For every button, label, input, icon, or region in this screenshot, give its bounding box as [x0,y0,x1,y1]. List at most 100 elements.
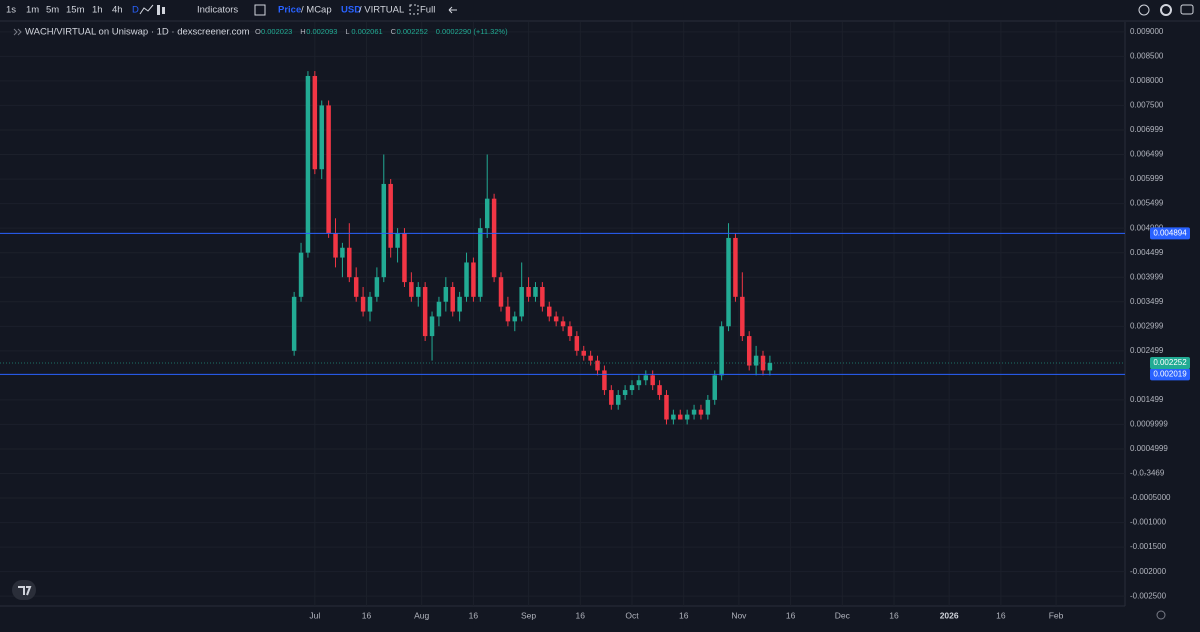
candle-body [443,287,449,302]
quote-toggle[interactable]: / VIRTUAL [359,5,404,16]
x-tick-label: 16 [679,610,689,620]
candle-body [471,262,476,297]
candle-body [719,326,724,376]
usd-toggle[interactable]: USD [341,5,361,16]
candle-body [726,237,731,327]
candle-body [464,262,469,297]
y-tick-label: 0.001499 [1130,395,1164,404]
candle-body [526,287,531,297]
x-tick-label: Dec [835,610,851,620]
legend-value: 0.0002290 (+11.32%) [436,27,508,36]
legend-value: 0.002093 [306,27,337,36]
interval-button[interactable]: 4h [112,5,123,16]
y-tick-label: -0.0₇3469 [1130,469,1165,478]
y-tick-label: 0.0004999 [1130,444,1168,453]
y-tick-label: 0.005499 [1130,199,1164,208]
grid [0,22,1125,606]
candle-body [436,301,442,317]
candle-icon[interactable] [157,5,160,15]
candle-body [636,380,642,386]
candle-body [360,296,366,312]
candle-body [505,306,511,322]
candle-body [298,252,304,297]
candle-body [753,355,759,366]
candle-body [684,414,690,420]
mcap-toggle[interactable]: / MCap [301,5,332,16]
y-tick-label: -0.002500 [1130,591,1167,600]
candle-body [574,336,580,351]
interval-button[interactable]: 1s [6,5,16,16]
y-tick-label: 0.003999 [1130,272,1164,281]
legend-value: 0.002023 [261,27,292,36]
chart-type-icon[interactable] [139,4,154,15]
legend-key: H [300,27,305,36]
full-icon[interactable] [409,4,419,15]
y-tick-label: 0.008500 [1130,51,1164,60]
x-tick-label: Feb [1049,610,1064,620]
fullscreen-button[interactable]: Full [420,5,435,16]
candle-body [319,105,324,170]
candle-body [478,228,483,297]
x-tick-label: 16 [469,610,479,620]
y-tick-label: -0.0005000 [1130,493,1171,502]
interval-button[interactable]: 15m [66,5,85,16]
candle-body [595,360,600,371]
x-tick-label: 16 [996,610,1006,620]
candle-body [374,277,380,297]
candle-body [519,287,524,317]
price-label-box [1150,368,1190,381]
snapshot-icon[interactable] [1180,4,1194,15]
alert-icon[interactable] [1138,4,1150,16]
x-tick-label: 2026 [940,610,959,620]
candle-body [560,321,566,327]
y-tick-label: 0.002499 [1130,346,1164,355]
candle-body [712,375,717,400]
interval-button[interactable]: 1m [26,5,39,16]
last-price-label: 0.002252 [1153,358,1187,367]
indicators-button[interactable]: Indicators [197,5,238,16]
undo-icon[interactable] [448,6,457,14]
candle-body [416,287,421,297]
legend-key: L [345,27,349,36]
interval-button[interactable]: 1h [92,5,103,16]
candle-body [312,75,318,170]
candle-body [333,233,338,258]
interval-button[interactable]: 5m [46,5,59,16]
legend-value: 0.002061 [351,27,382,36]
candle-body [609,390,614,405]
interval-button[interactable]: D [132,5,139,16]
x-tick-label: 16 [889,610,899,620]
price-label: 0.004894 [1153,228,1187,237]
layout-icon[interactable] [254,4,266,16]
y-tick-label: -0.001500 [1130,542,1167,551]
candle-body [746,336,752,366]
collapse-icon[interactable] [13,28,22,36]
candle-body [291,296,297,351]
price-toggle[interactable]: Price [278,5,301,16]
candle-body [429,316,435,337]
x-tick-label: Aug [414,610,429,620]
time-settings-icon[interactable] [1156,610,1166,620]
last-price-box [1150,356,1190,369]
y-tick-label: 0.0009999 [1130,420,1168,429]
candle-body [553,316,559,322]
candle-body [457,296,462,312]
candle-body [643,375,649,381]
candle-body [388,183,393,248]
y-tick-label: 0.002999 [1130,321,1164,330]
candle-body [581,350,586,356]
candle-body [698,409,704,415]
candle-body [547,306,552,317]
candle-body [347,247,352,278]
candle-body [733,237,738,297]
x-tick-label: Sep [521,610,536,620]
candle-body [540,287,545,307]
y-tick-label: 0.004499 [1130,248,1164,257]
candle-body [740,296,745,337]
candle-icon[interactable] [162,7,165,14]
candle-body [305,75,311,253]
candle-body [615,394,621,405]
settings-icon[interactable] [1160,4,1172,16]
legend-title: WACH/VIRTUAL on Uniswap · 1D · dexscreen… [25,27,250,38]
